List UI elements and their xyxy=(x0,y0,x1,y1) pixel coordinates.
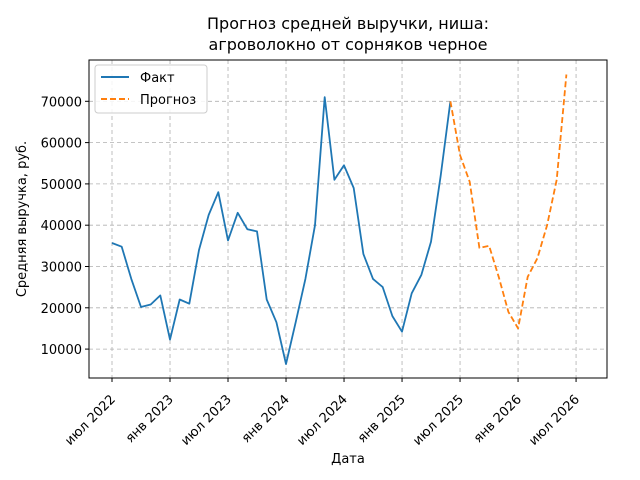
plot-frame xyxy=(88,59,608,379)
x-tick-label: июл 2024 xyxy=(294,392,351,449)
x-tick-label: янв 2023 xyxy=(123,392,177,446)
y-axis: 10000 20000 30000 40000 50000 60000 70000 xyxy=(41,95,89,358)
grid xyxy=(89,60,607,378)
x-tick-label: июл 2025 xyxy=(410,392,467,449)
x-tick-label: янв 2026 xyxy=(471,392,525,446)
chart-title-line2: агроволокно от сорняков черное xyxy=(209,35,488,54)
y-tick-label: 10000 xyxy=(41,343,82,358)
series-fact xyxy=(111,96,452,365)
x-tick-label: янв 2025 xyxy=(355,392,409,446)
y-tick-label: 20000 xyxy=(41,302,82,317)
legend: Факт Прогноз xyxy=(94,64,208,114)
series-forecast xyxy=(449,74,568,330)
legend-label-fact: Факт xyxy=(140,71,175,86)
chart-title-line1: Прогноз средней выручки, ниша: xyxy=(207,14,489,33)
legend-label-forecast: Прогноз xyxy=(140,93,196,108)
x-tick-label: июл 2023 xyxy=(178,392,235,449)
x-axis: июл 2022 янв 2023 июл 2023 янв 2024 июл 2024… xyxy=(62,378,583,449)
y-tick-label: 50000 xyxy=(41,178,82,193)
y-tick-label: 30000 xyxy=(41,260,82,275)
x-tick-label: июл 2026 xyxy=(526,392,583,449)
series-line-fact xyxy=(111,96,452,365)
y-tick-label: 40000 xyxy=(41,219,82,234)
x-axis-label: Дата xyxy=(331,452,365,467)
x-tick-label: янв 2024 xyxy=(239,392,293,446)
y-tick-label: 60000 xyxy=(41,137,82,152)
series-line-forecast xyxy=(449,74,568,330)
x-tick-label: июл 2022 xyxy=(62,392,119,449)
y-tick-label: 70000 xyxy=(41,95,82,110)
y-axis-label: Средняя выручка, руб. xyxy=(15,141,30,297)
